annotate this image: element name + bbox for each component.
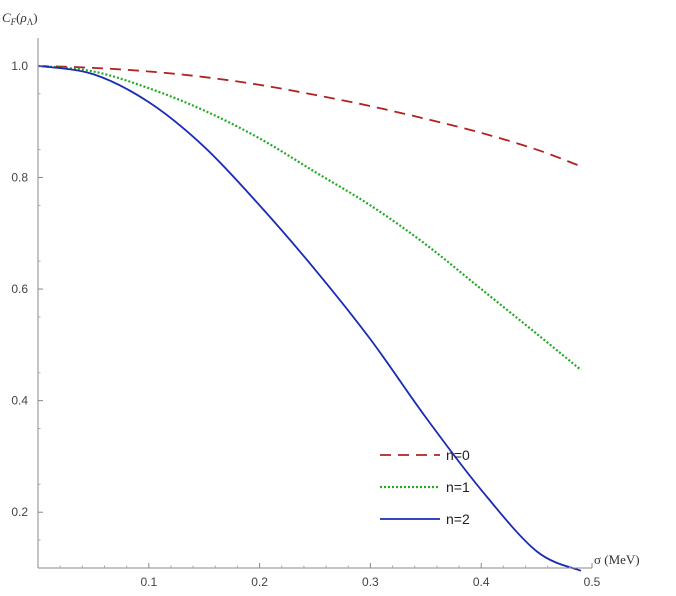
x-tick-label: 0.1 xyxy=(140,575,157,589)
y-tick-label: 0.2 xyxy=(11,505,28,519)
legend-label: n=1 xyxy=(446,479,470,495)
x-tick-label: 0.2 xyxy=(251,575,268,589)
plot-area xyxy=(37,64,582,572)
x-tick-label: 0.4 xyxy=(473,575,490,589)
legend-label: n=2 xyxy=(446,511,470,527)
series-line-n-0 xyxy=(37,64,582,168)
x-tick-label: 0.3 xyxy=(362,575,379,589)
x-ticks: 0.1 0.2 0.3 0.4 0.5 xyxy=(59,563,601,589)
y-axis-title: CF(ρΛ) xyxy=(2,10,38,27)
y-tick-label: 0.4 xyxy=(11,394,28,408)
axes xyxy=(37,38,592,569)
y-tick-label: 0.6 xyxy=(11,282,28,296)
y-tick-label: 1.0 xyxy=(11,59,28,73)
y-ticks: 0.2 0.4 0.6 0.8 1.0 xyxy=(11,59,43,541)
legend-label: n=0 xyxy=(446,447,470,463)
series-line-n-1 xyxy=(37,64,582,371)
y-tick-label: 0.8 xyxy=(11,170,28,184)
x-tick-label: 0.5 xyxy=(584,575,601,589)
series-line-n-2 xyxy=(37,65,582,572)
x-axis-title: σ (MeV) xyxy=(594,552,640,567)
legend: n=0 n=1 n=2 xyxy=(380,447,470,527)
